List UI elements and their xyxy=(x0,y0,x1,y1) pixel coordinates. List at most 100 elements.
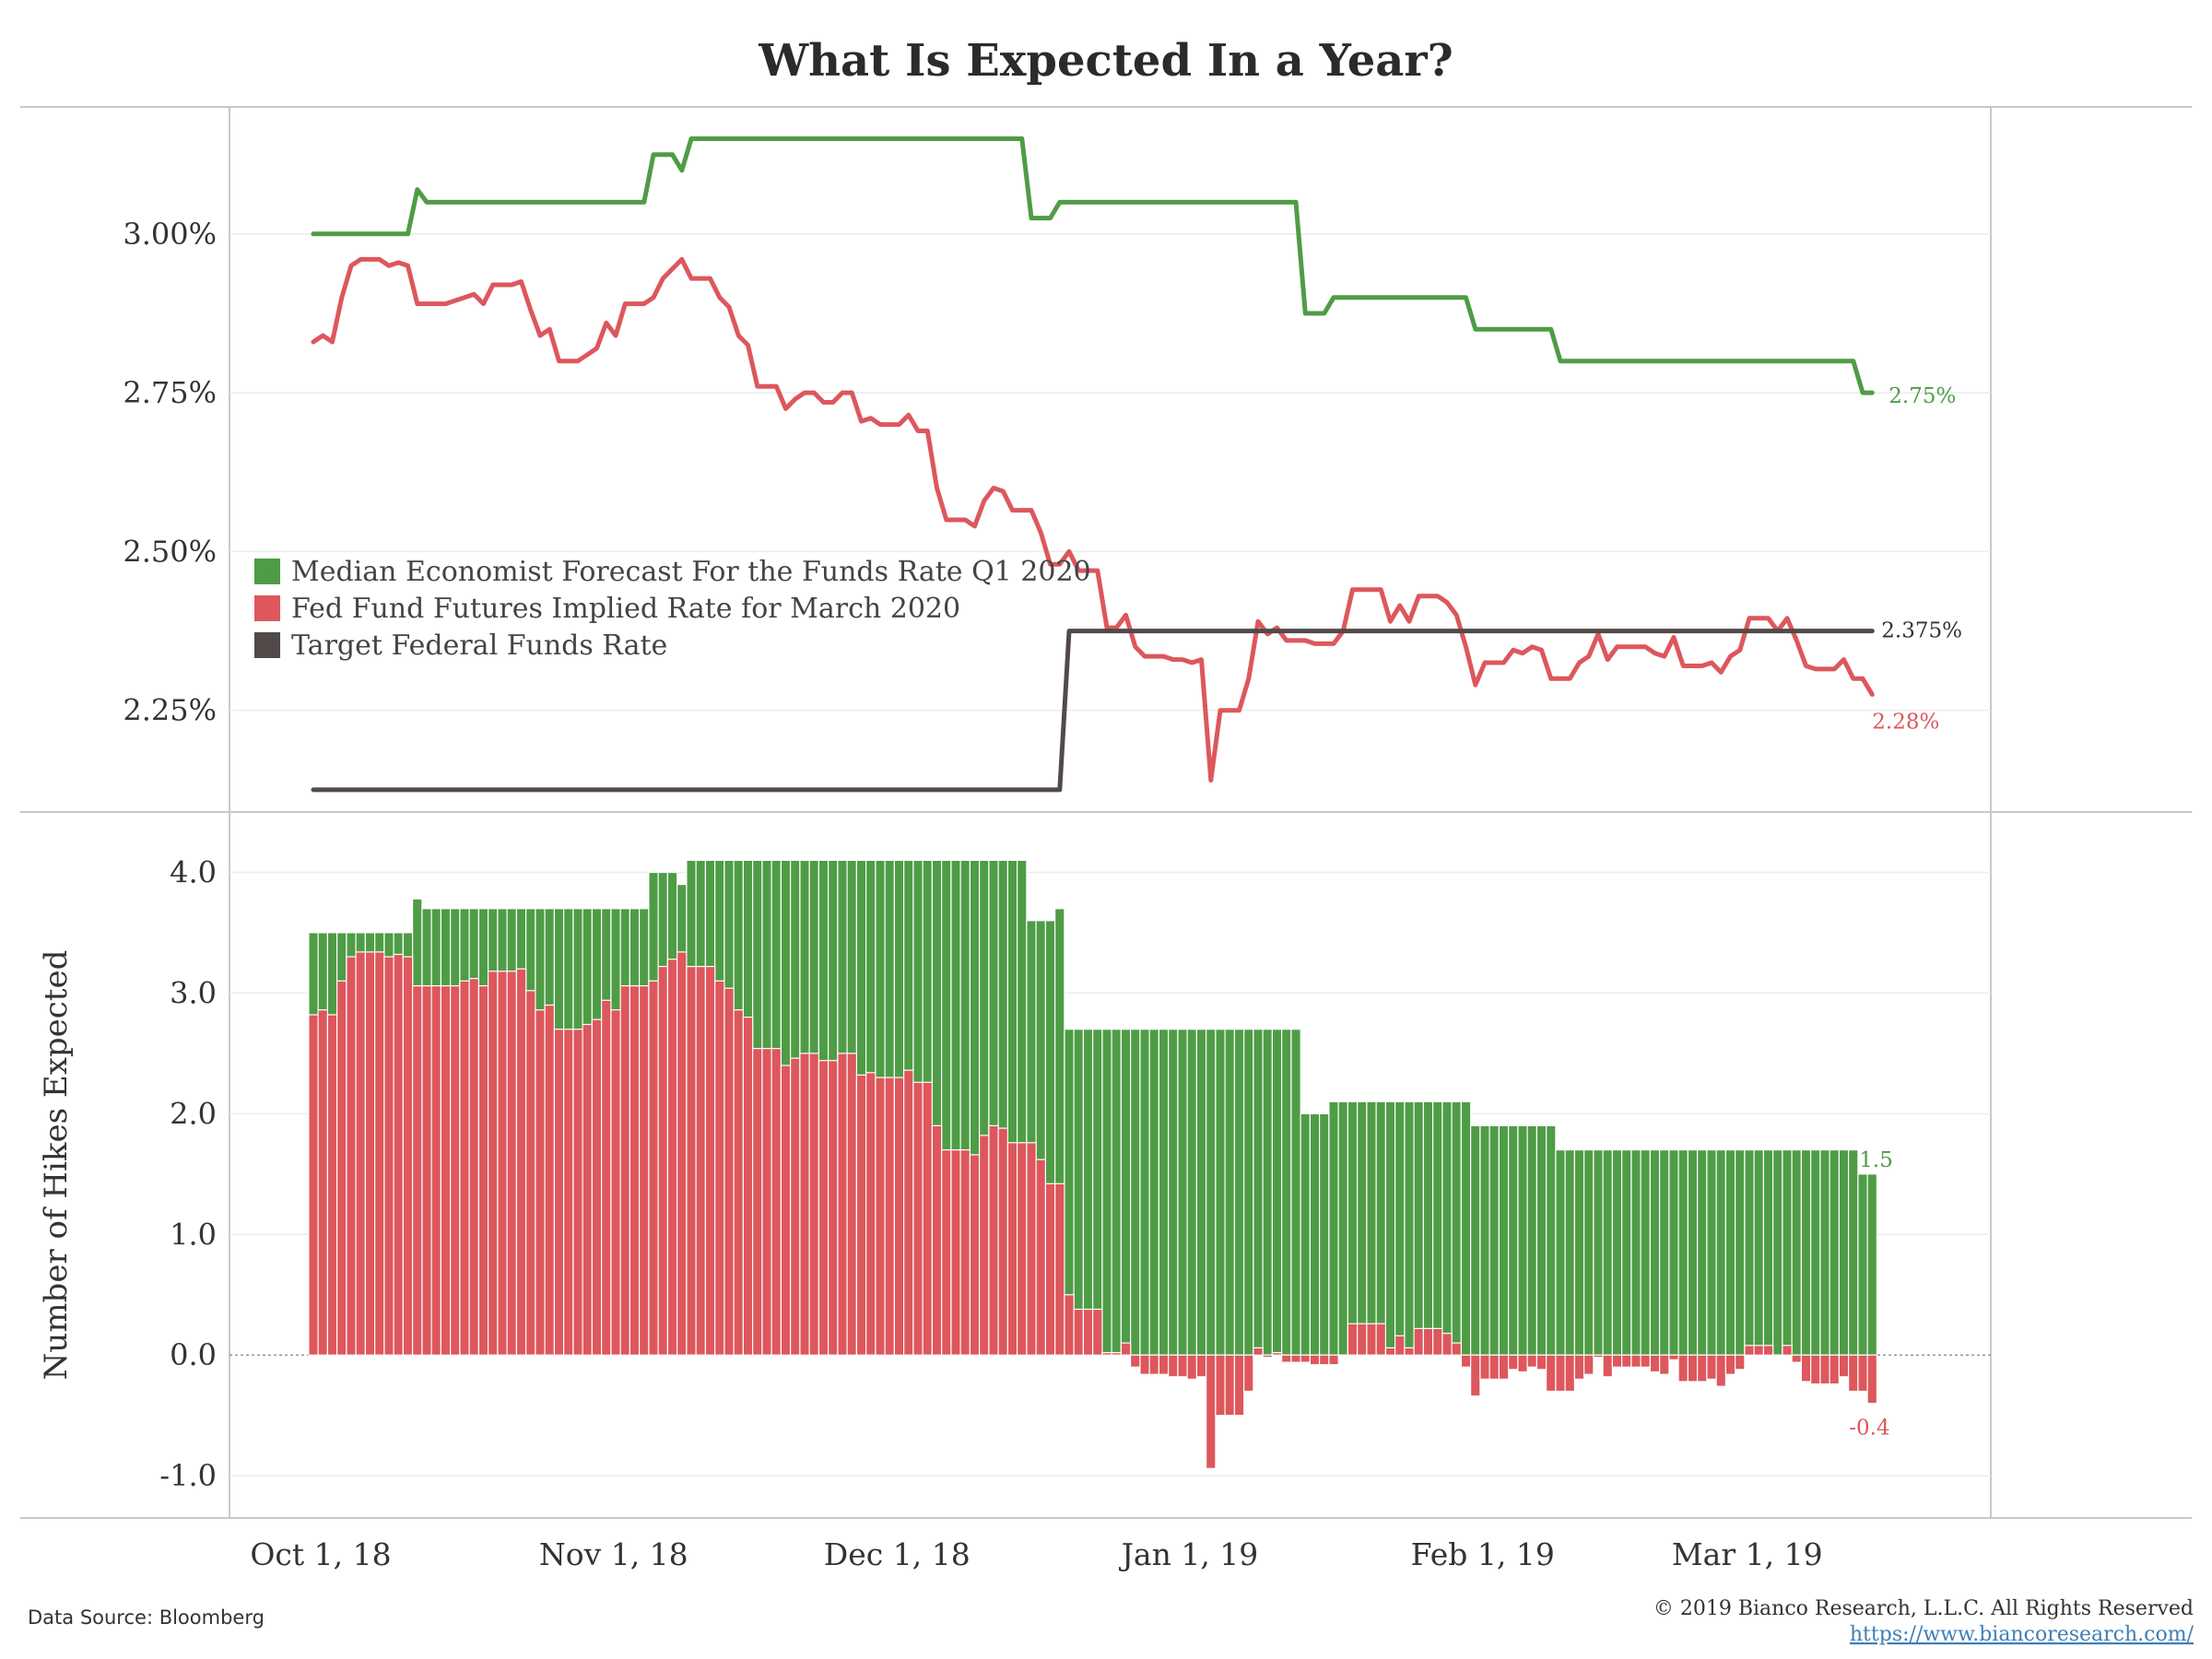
futures-bar xyxy=(1706,1354,1717,1380)
futures-bar xyxy=(544,1004,555,1356)
legend-label: Median Economist Forecast For the Funds … xyxy=(291,556,1091,588)
top-y-tick-label: 3.00% xyxy=(123,217,217,252)
economist-bar xyxy=(1384,1100,1396,1356)
economist-bar xyxy=(1242,1029,1254,1356)
futures-bar xyxy=(686,965,697,1356)
futures-bar xyxy=(1649,1354,1661,1373)
futures-bar xyxy=(1431,1327,1443,1356)
economist-bar xyxy=(1809,1148,1821,1356)
series-line-3 xyxy=(311,629,1875,793)
futures-bar xyxy=(1328,1354,1339,1366)
economist-bar xyxy=(1507,1124,1519,1356)
futures-bar xyxy=(1375,1323,1386,1356)
legend-label: Target Federal Funds Rate xyxy=(291,629,667,662)
economist-bar xyxy=(1771,1148,1783,1356)
x-tick-label: Mar 1, 19 xyxy=(1672,1536,1823,1572)
futures-bar xyxy=(1053,1182,1065,1356)
economist-bar xyxy=(1167,1029,1179,1356)
futures-bar xyxy=(657,965,668,1356)
futures-bar xyxy=(1771,1354,1783,1357)
economist-bar xyxy=(1829,1148,1840,1356)
economist-bar xyxy=(1224,1029,1235,1356)
rates-line-panel: 3.00% 2.75% 2.50% 2.25% 2.75% 2.28% 2.375% xyxy=(123,136,1991,793)
series-line-2 xyxy=(311,256,1875,782)
futures-bar xyxy=(582,1023,593,1356)
futures-bar xyxy=(610,1009,621,1356)
economist-bar xyxy=(1630,1148,1641,1356)
futures-bar xyxy=(855,1074,867,1356)
futures-bar xyxy=(695,965,706,1356)
futures-bar xyxy=(724,987,735,1356)
futures-bar xyxy=(374,951,385,1356)
futures-bar xyxy=(1479,1354,1490,1380)
futures-bar xyxy=(1535,1354,1547,1371)
futures-bar xyxy=(1545,1354,1557,1393)
futures-bar xyxy=(1413,1327,1424,1356)
economist-bar xyxy=(1706,1148,1717,1356)
chart-title: What Is Expected In a Year? xyxy=(758,35,1453,87)
economist-bar xyxy=(1687,1148,1699,1356)
economist-bar xyxy=(1800,1148,1812,1356)
futures-bar xyxy=(713,980,725,1356)
futures-bar xyxy=(355,951,367,1356)
futures-bar xyxy=(1847,1354,1859,1393)
x-tick-label: Oct 1, 18 xyxy=(250,1536,391,1572)
bar-end-label-green: 1.5 xyxy=(1859,1148,1893,1172)
futures-bar xyxy=(1280,1354,1292,1363)
futures-bar xyxy=(912,1081,924,1356)
economist-bar xyxy=(1460,1100,1472,1356)
series-line-1 xyxy=(311,136,1875,395)
futures-bar xyxy=(1082,1308,1094,1356)
futures-bar xyxy=(308,1014,319,1356)
futures-bar xyxy=(1006,1142,1018,1356)
futures-bar xyxy=(468,978,480,1356)
futures-bar xyxy=(1205,1354,1217,1469)
futures-bar xyxy=(1026,1142,1037,1356)
economist-bar xyxy=(1498,1124,1510,1356)
futures-bar xyxy=(1271,1351,1283,1356)
economist-bar xyxy=(1451,1100,1462,1356)
futures-bar xyxy=(487,971,499,1356)
futures-bar xyxy=(1734,1354,1746,1371)
futures-bar xyxy=(1791,1354,1802,1363)
bottom-y-tick-label: 3.0 xyxy=(170,975,217,1010)
futures-bar xyxy=(562,1029,574,1356)
futures-bar xyxy=(477,984,489,1356)
economist-bar xyxy=(1583,1148,1594,1356)
futures-bar xyxy=(1016,1142,1028,1356)
x-tick-label: Feb 1, 19 xyxy=(1411,1536,1555,1572)
futures-bar xyxy=(1451,1342,1462,1356)
economist-bar xyxy=(1195,1029,1207,1356)
futures-bar xyxy=(846,1053,857,1356)
futures-bar xyxy=(1318,1354,1330,1366)
economist-bar xyxy=(1734,1148,1746,1356)
futures-bar xyxy=(978,1135,990,1356)
website-link[interactable]: https://www.biancoresearch.com/ xyxy=(1850,1623,2194,1646)
economist-bar xyxy=(1280,1029,1292,1356)
futures-bar xyxy=(1186,1354,1197,1380)
bottom-y-tick-label: 1.0 xyxy=(170,1217,217,1252)
futures-bar xyxy=(1573,1354,1585,1380)
futures-bar xyxy=(751,1047,763,1356)
economist-bar xyxy=(1677,1148,1688,1356)
futures-bar xyxy=(535,1009,546,1356)
economist-bar xyxy=(1404,1100,1415,1356)
futures-bar xyxy=(1640,1354,1651,1368)
economist-bar xyxy=(1469,1124,1481,1356)
futures-bar xyxy=(1111,1351,1122,1356)
futures-bar xyxy=(1724,1354,1736,1375)
economist-bar xyxy=(1488,1124,1500,1356)
futures-bar xyxy=(789,1057,801,1356)
futures-bar xyxy=(572,1029,583,1356)
futures-bar xyxy=(1564,1354,1575,1393)
futures-bar xyxy=(733,1009,744,1356)
futures-bar xyxy=(771,1047,782,1356)
economist-bar xyxy=(1375,1100,1386,1356)
futures-bar xyxy=(997,1127,1008,1356)
futures-bar xyxy=(865,1072,877,1356)
economist-bar xyxy=(1413,1100,1424,1356)
data-source-note: Data Source: Bloomberg xyxy=(28,1606,265,1629)
economist-bar xyxy=(1602,1148,1613,1356)
futures-bar xyxy=(459,980,470,1356)
futures-bar xyxy=(383,956,394,1356)
